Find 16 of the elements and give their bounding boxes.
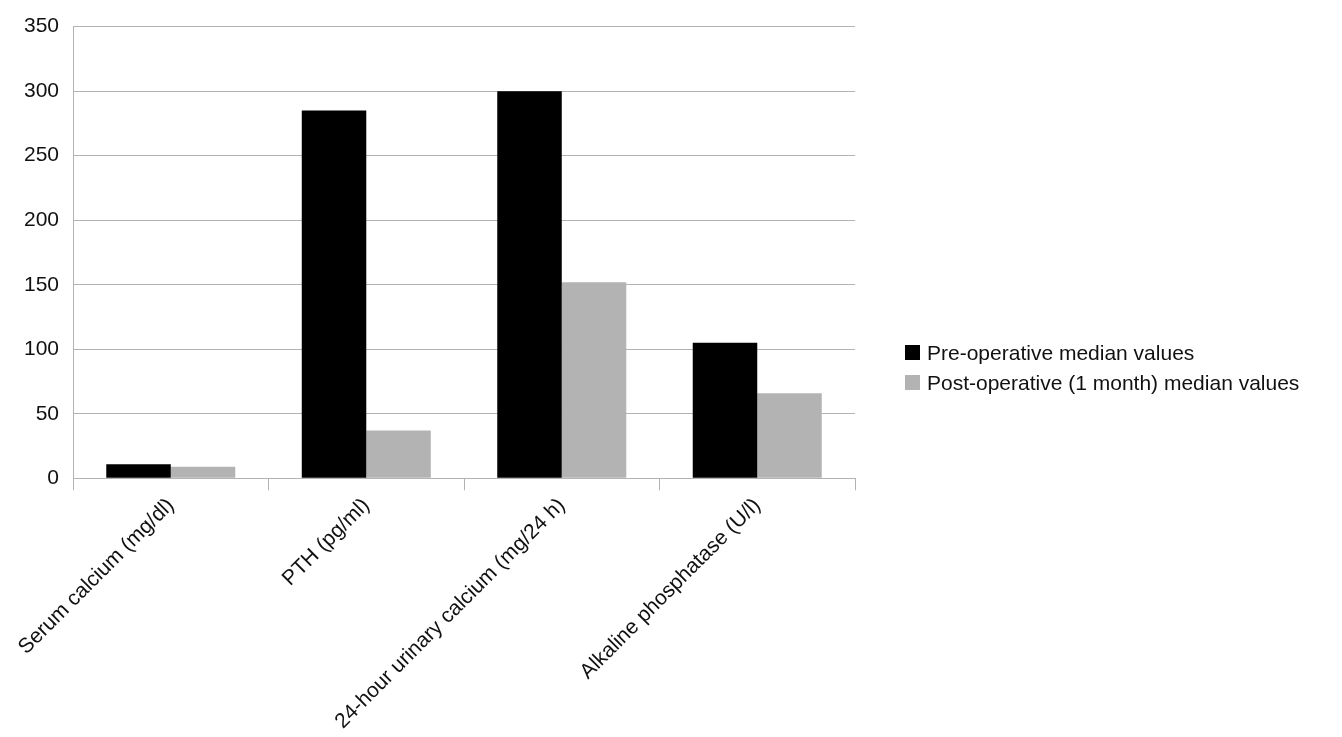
bar [170, 466, 236, 478]
legend-label: Post-operative (1 month) median values [927, 370, 1300, 396]
y-tick-label: 300 [23, 77, 60, 101]
bar [692, 342, 758, 478]
bar [301, 110, 367, 478]
y-tick-label: 350 [23, 13, 60, 37]
y-tick-label: 50 [35, 400, 60, 424]
y-tick-label: 250 [23, 142, 60, 166]
legend-label: Pre-operative median values [927, 340, 1195, 366]
y-tick-label: 150 [23, 271, 60, 295]
y-tick-label: 0 [47, 465, 60, 489]
bar [106, 464, 171, 478]
bar [497, 91, 562, 478]
y-tick-label: 200 [23, 207, 60, 231]
y-tick-label: 100 [23, 336, 60, 360]
bar [366, 430, 431, 478]
